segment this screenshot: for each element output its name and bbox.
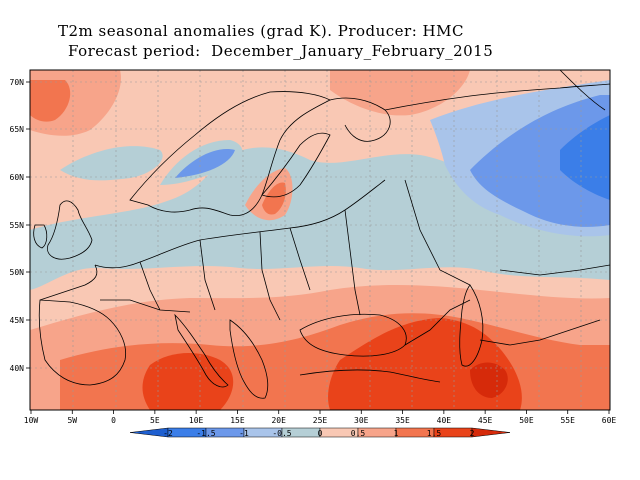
longitude-label: 35E [395,416,410,425]
colorbar-segment [471,427,511,438]
longitude-label: 5E [150,416,160,425]
colorbar-label: 2 [470,429,475,438]
longitude-label: 55E [560,416,575,425]
longitude-label: 30E [354,416,369,425]
colorbar-label: 1 [394,429,399,438]
colorbar-label: -1.5 [196,429,215,438]
latitude-label: 65N [10,125,25,134]
anomaly-field [30,70,610,410]
chart-title-line-1: T2m seasonal anomalies (grad K). Produce… [58,22,464,40]
longitude-label: 5W [67,416,77,425]
colorbar-label: 0 [318,429,323,438]
longitude-label: 0 [111,416,116,425]
longitude-labels: 10W 5W 0 5E 10E 15E 20E 25E 30E 35E 40E 45E 50E 55E 60… [24,410,617,425]
longitude-label: 25E [313,416,328,425]
latitude-label: 55N [10,221,25,230]
latitude-label: 70N [10,78,25,87]
latitude-label: 60N [10,173,25,182]
colorbar-label: 0.5 [351,429,366,438]
graticule [30,70,610,410]
longitude-label: 20E [271,416,286,425]
latitude-labels: 70N 65N 60N 55N 50N 45N 40N [10,78,30,373]
colorbar-label: -2 [163,429,173,438]
colorbar-label: -0.5 [272,429,291,438]
longitude-label: 10W [24,416,39,425]
colorbar: -2 -1.5 -1 -0.5 0 0.5 1 1.5 2 [129,427,511,438]
longitude-label: 60E [602,416,617,425]
longitude-label: 15E [230,416,245,425]
colorbar-label: 1.5 [427,429,442,438]
chart-title-line-2: Forecast period: December_January_Februa… [68,42,494,60]
latitude-label: 45N [10,316,25,325]
longitude-label: 45E [478,416,493,425]
longitude-label: 10E [189,416,204,425]
colorbar-label: -1 [239,429,249,438]
latitude-label: 50N [10,268,25,277]
longitude-label: 50E [519,416,534,425]
latitude-label: 40N [10,364,25,373]
longitude-label: 40E [437,416,452,425]
coastlines [33,70,610,399]
